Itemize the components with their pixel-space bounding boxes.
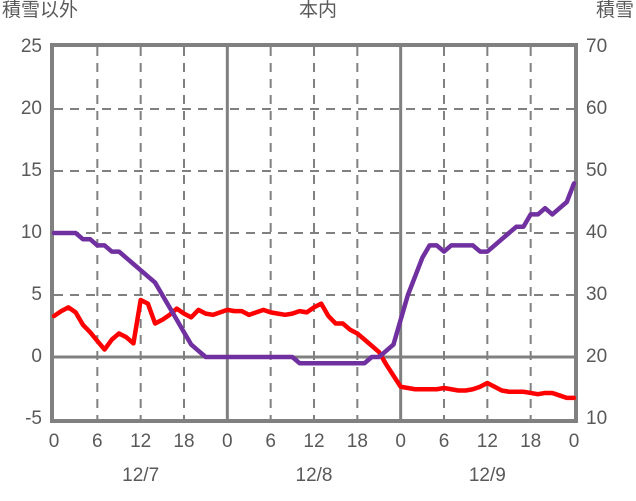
left-axis-tick-label: 10 [20, 222, 42, 243]
series-line-non-snow [51, 297, 577, 401]
right-axis-tick-label: 70 [586, 36, 608, 57]
x-axis-tick-label: 12 [130, 431, 152, 452]
plot-inner [51, 47, 577, 419]
x-axis-tick-label: 6 [92, 431, 103, 452]
left-axis-tick-label: -5 [25, 408, 42, 429]
plot-area [50, 43, 578, 423]
left-axis-tick-label: 5 [31, 284, 42, 305]
x-axis-tick-label: 12 [476, 431, 498, 452]
left-axis-tick-label: 15 [20, 160, 42, 181]
left-axis-tick-label: 20 [20, 98, 42, 119]
x-axis-tick-label: 18 [173, 431, 195, 452]
right-axis-tick-label: 60 [586, 98, 608, 119]
x-axis-day-label: 12/9 [468, 465, 506, 486]
x-axis-tick-label: 0 [48, 431, 60, 452]
x-axis-tick-label: 18 [346, 431, 368, 452]
x-axis-tick-label: 0 [568, 431, 580, 452]
series-line-snow [51, 181, 577, 366]
x-axis-tick-label: 12 [303, 431, 325, 452]
right-axis-tick-label: 20 [586, 346, 608, 367]
x-axis-tick-label: 6 [438, 431, 450, 452]
x-axis-tick-label: 0 [395, 431, 406, 452]
left-axis-tick-label: 25 [20, 36, 42, 57]
chart-title: 本内 [298, 0, 337, 21]
data-series-layer [51, 181, 577, 401]
right-axis-tick-label: 10 [586, 408, 608, 429]
right-axis-tick-label: 50 [586, 160, 608, 181]
right-axis-unit-label: 積雪 [595, 0, 634, 21]
left-axis-unit-label: 積雪以外 [2, 0, 79, 21]
right-axis-tick-label: 40 [586, 222, 608, 243]
x-axis-tick-label: 6 [265, 431, 276, 452]
x-axis-day-label: 12/7 [122, 465, 160, 486]
left-axis-tick-label: 0 [31, 346, 42, 367]
right-axis-tick-label: 30 [586, 284, 608, 305]
x-axis-tick-label: 0 [222, 431, 233, 452]
x-axis-tick-label: 18 [520, 431, 542, 452]
x-axis-day-label: 12/8 [295, 465, 333, 486]
